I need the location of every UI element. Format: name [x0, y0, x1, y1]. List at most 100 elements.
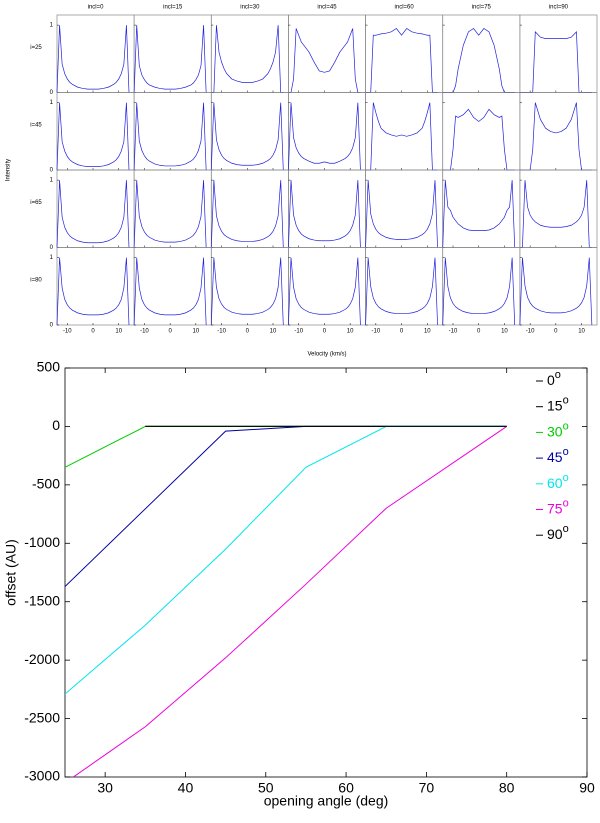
- x-tick-label: 60: [338, 780, 354, 796]
- y-tick-label: -1000: [24, 534, 60, 550]
- profile-line: [133, 102, 207, 171]
- series-line: [65, 425, 507, 468]
- x-tick-label: 10: [501, 329, 508, 335]
- x-tick-label: 0: [477, 329, 481, 335]
- panel-frame: [365, 169, 444, 248]
- profile-line: [133, 257, 207, 326]
- profile-line: [210, 257, 284, 326]
- legend-name: 90: [547, 526, 563, 542]
- x-tick-label: 10: [347, 329, 354, 335]
- legend-entry: 45o: [547, 446, 569, 465]
- panel-frame: [288, 169, 366, 248]
- y-tick-label: 1: [50, 100, 54, 106]
- panel-frame: [56, 247, 135, 326]
- y-tick-label: 0: [50, 90, 54, 96]
- profile-line: [519, 180, 592, 248]
- column-title: incl=0: [88, 5, 105, 11]
- legend-superscript: o: [563, 497, 569, 509]
- legend-entry: 0o: [547, 369, 561, 388]
- column-title: incl=45: [317, 5, 337, 11]
- panel-frame: [133, 169, 212, 248]
- x-tick-label: 90: [579, 780, 595, 796]
- x-tick-label: 0: [554, 329, 558, 335]
- row-label: i=65: [30, 200, 42, 206]
- row-label: i=25: [30, 45, 42, 51]
- legend-superscript: o: [563, 523, 569, 535]
- column-title: incl=30: [240, 5, 260, 11]
- series-line: [65, 425, 507, 587]
- profile-line: [56, 102, 130, 171]
- panel-frame: [210, 14, 289, 93]
- legend-entry: 60o: [547, 472, 569, 491]
- y-tick-label: -1500: [24, 592, 60, 608]
- profile-line: [442, 108, 515, 171]
- x-tick-label: -10: [140, 329, 149, 335]
- profile-line: [442, 257, 516, 326]
- panel-frame: [288, 247, 366, 326]
- panel-frame: [56, 169, 135, 248]
- legend-superscript: o: [563, 472, 569, 484]
- column-title: incl=60: [395, 5, 415, 11]
- profile-line: [133, 25, 207, 93]
- profile-line: [211, 25, 284, 93]
- y-tick-label: -500: [32, 476, 60, 492]
- legend-superscript: o: [563, 420, 569, 432]
- x-tick-label: 0: [323, 329, 327, 335]
- profile-line: [288, 28, 361, 93]
- profile-line: [133, 180, 207, 248]
- profile-line: [56, 257, 130, 326]
- profile-line: [56, 180, 130, 248]
- profile-line: [442, 180, 516, 248]
- profile-line: [519, 257, 593, 326]
- legend-entry: 90o: [547, 523, 569, 542]
- series-group: [65, 425, 507, 777]
- profile-line: [288, 102, 361, 171]
- legend-superscript: o: [555, 369, 561, 381]
- x-tick-label: 10: [193, 329, 200, 335]
- panel-frame: [210, 92, 289, 171]
- x-tick-label: -10: [294, 329, 303, 335]
- legend-name: 0: [547, 372, 555, 388]
- legend-name: 60: [547, 475, 563, 491]
- profile-line: [210, 180, 284, 248]
- y-tick-label: 1: [50, 255, 54, 261]
- y-tick-label: 0: [50, 245, 54, 251]
- profile-line: [365, 102, 438, 171]
- x-tick-label: 0: [168, 329, 172, 335]
- y-axis-label: Intensity: [6, 159, 12, 181]
- y-tick-label: 500: [37, 359, 61, 375]
- row-label: i=45: [30, 123, 42, 129]
- panel-frame: [519, 247, 598, 326]
- panel-frame: [288, 92, 366, 171]
- column-title: incl=90: [549, 5, 569, 11]
- series-line: [72, 426, 507, 777]
- x-tick-label: -10: [449, 329, 458, 335]
- legend-entry: 30o: [547, 420, 569, 439]
- x-tick-label: 0: [246, 329, 250, 335]
- legend-superscript: o: [563, 395, 569, 407]
- column-title: incl=75: [472, 5, 492, 11]
- legend-name: 45: [547, 449, 563, 465]
- panel-frame: [519, 169, 598, 248]
- legend-name: 30: [547, 423, 563, 439]
- y-tick-label: -3000: [24, 768, 60, 784]
- legend-superscript: o: [563, 446, 569, 458]
- series-line: [65, 425, 507, 695]
- x-axis-label: Velocity (km/s): [307, 352, 346, 358]
- y-tick-label: 1: [50, 178, 54, 184]
- profile-line: [288, 180, 361, 248]
- x-tick-label: 10: [578, 329, 585, 335]
- x-tick-label: 50: [258, 780, 274, 796]
- x-tick-label: 70: [419, 780, 435, 796]
- y-tick-label: 0: [52, 417, 60, 433]
- x-tick-label: -10: [217, 329, 226, 335]
- x-tick-label: -10: [372, 329, 381, 335]
- y-tick-label: 1: [50, 23, 54, 29]
- x-tick-label: 0: [400, 329, 404, 335]
- legend-entry: 75o: [547, 497, 569, 516]
- x-tick-label: 10: [270, 329, 277, 335]
- legend-name: 75: [547, 500, 563, 516]
- profile-line: [365, 257, 438, 326]
